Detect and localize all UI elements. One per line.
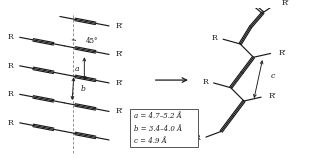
Text: 45°: 45°	[86, 37, 99, 45]
Text: a: a	[75, 65, 80, 73]
Text: R’: R’	[116, 79, 124, 87]
Text: R: R	[7, 62, 13, 70]
Text: b = 3.4–4.0 Å: b = 3.4–4.0 Å	[134, 125, 182, 133]
Text: R: R	[7, 90, 13, 98]
Text: R: R	[212, 34, 217, 42]
Text: R’: R’	[269, 92, 276, 100]
Text: a = 4.7–5.2 Å: a = 4.7–5.2 Å	[134, 112, 182, 120]
Text: c: c	[271, 72, 275, 80]
Text: R: R	[7, 119, 13, 127]
Text: R’: R’	[116, 50, 124, 58]
Text: R: R	[194, 134, 200, 142]
Text: R’: R’	[116, 107, 124, 115]
Text: b: b	[80, 85, 85, 93]
Text: R’: R’	[278, 49, 286, 57]
Text: R: R	[7, 33, 13, 41]
FancyBboxPatch shape	[130, 109, 198, 147]
Text: R’: R’	[282, 0, 290, 7]
Text: R’: R’	[116, 22, 124, 30]
Text: c = 4.9 Å: c = 4.9 Å	[134, 137, 167, 145]
Text: R: R	[202, 78, 208, 86]
